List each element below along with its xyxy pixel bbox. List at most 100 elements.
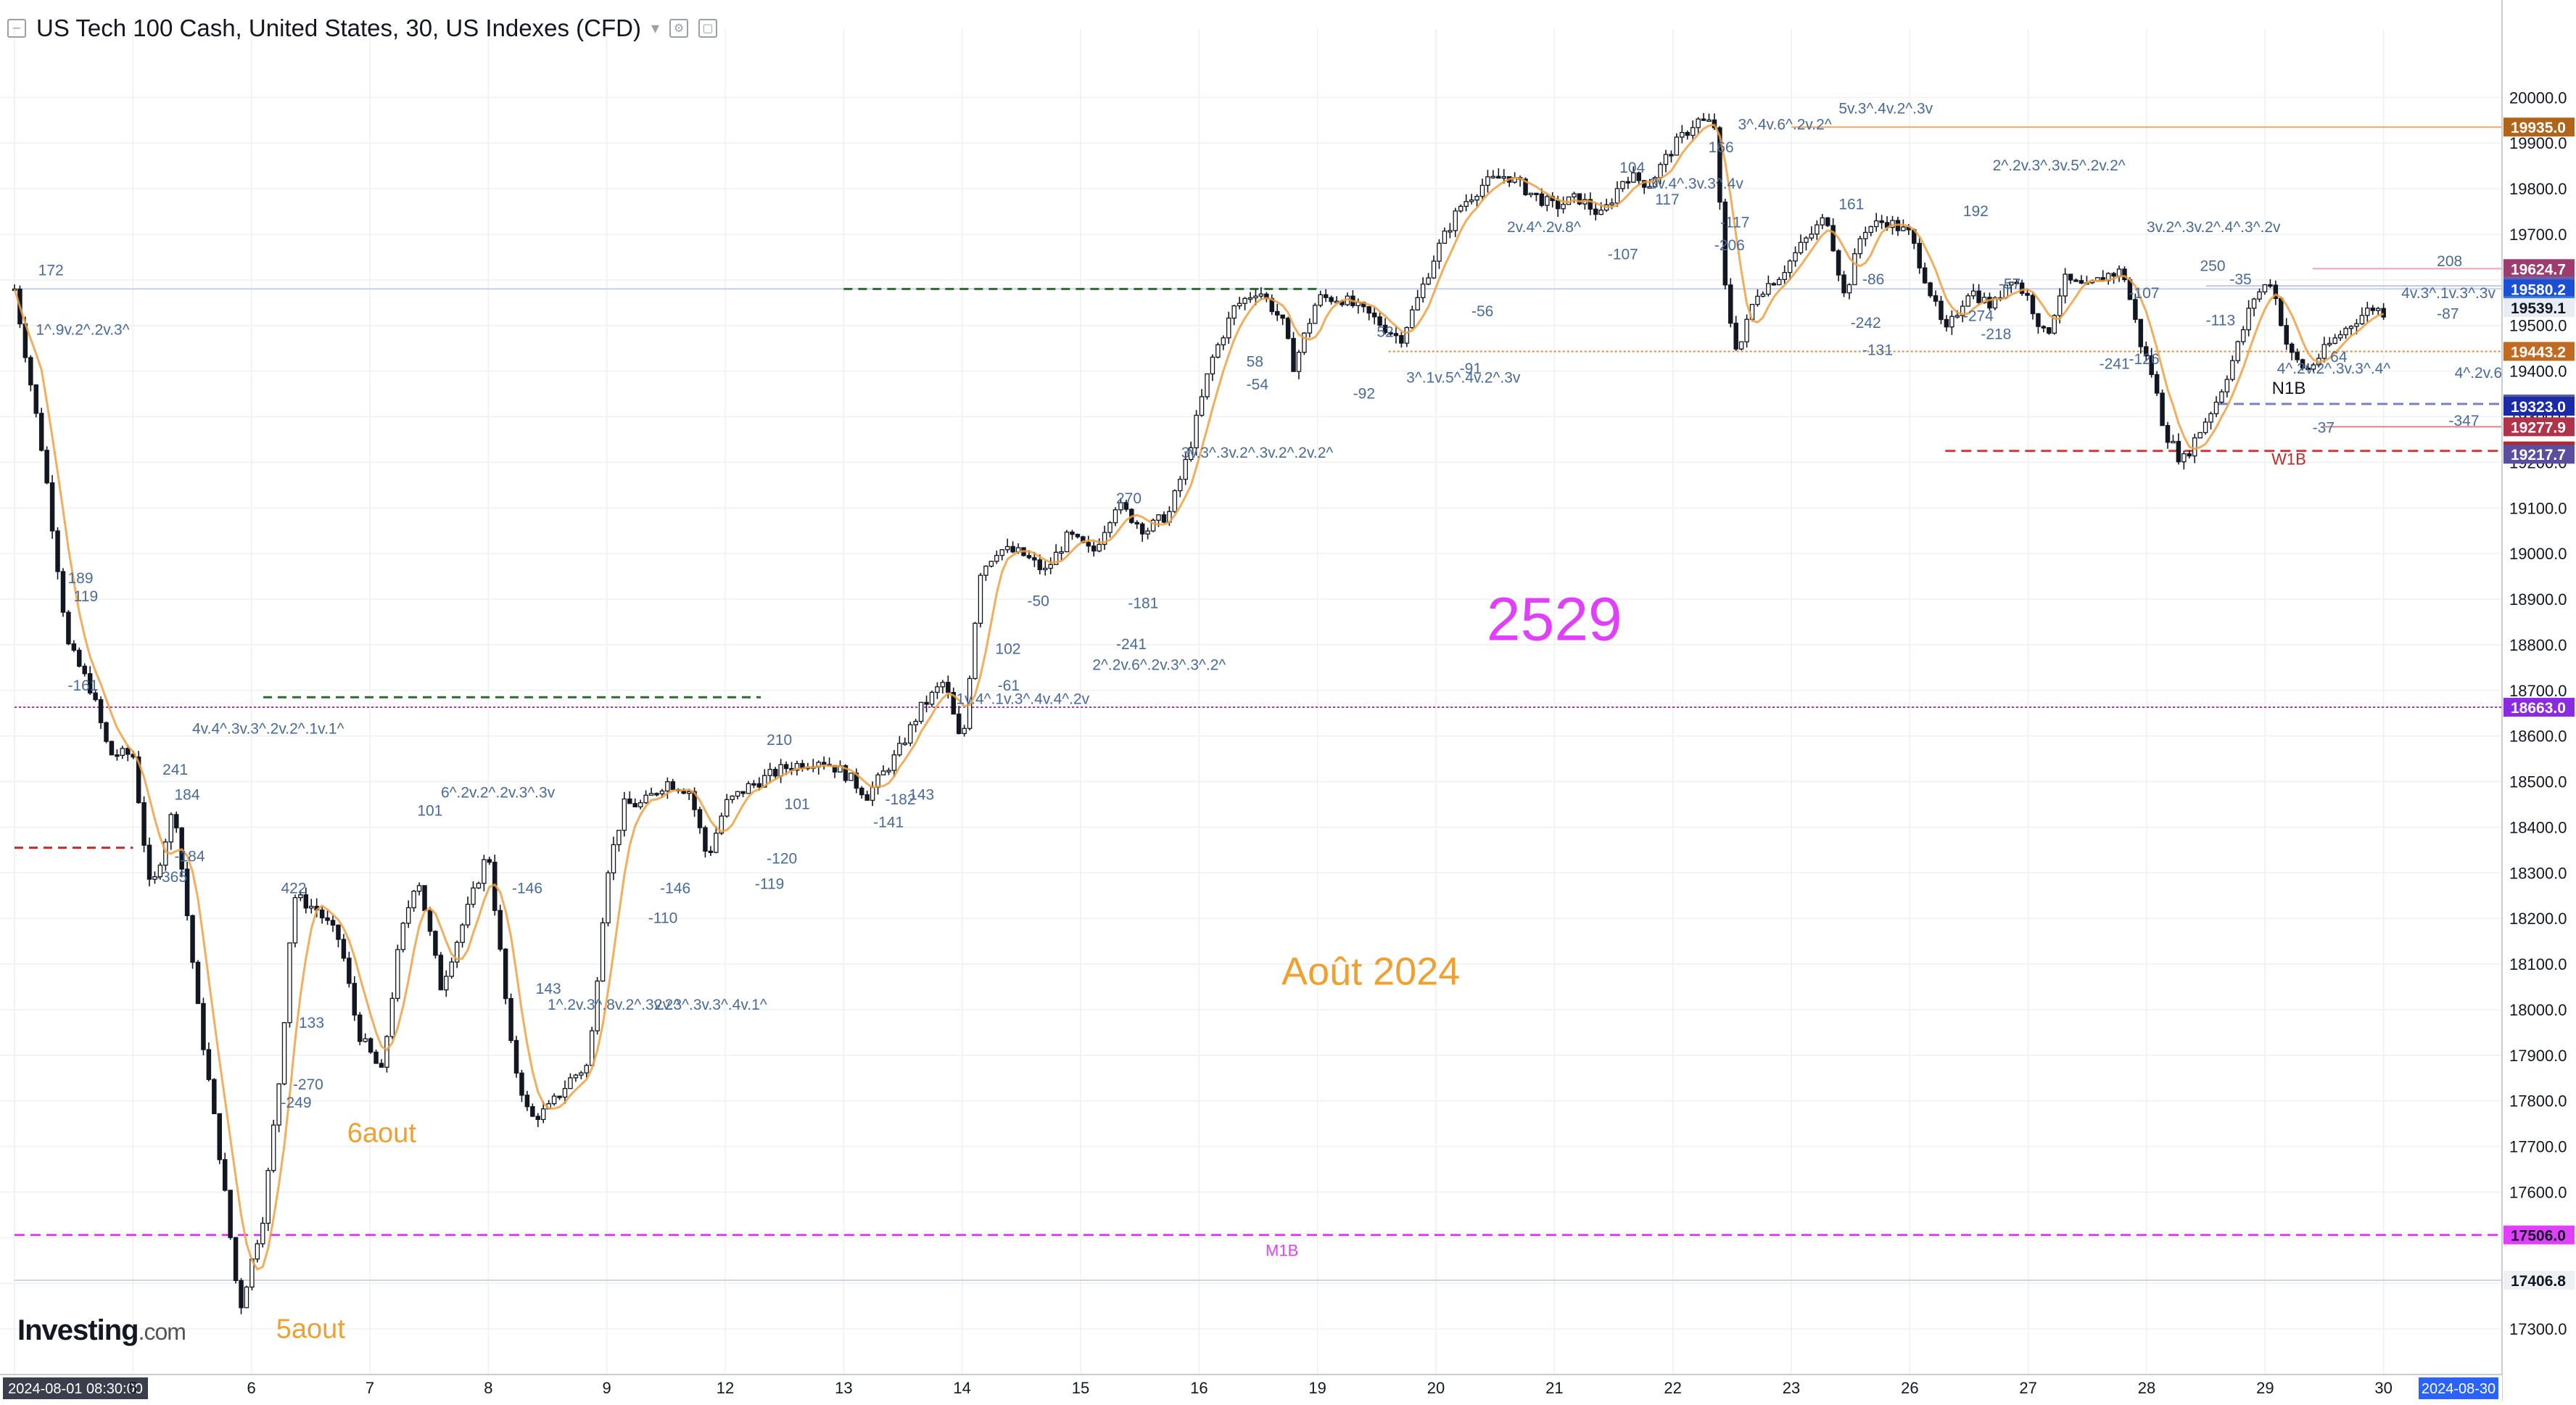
price-label-text: 17406.8 <box>2511 1273 2566 1290</box>
candle <box>973 622 978 680</box>
candle <box>1820 217 1825 226</box>
candle <box>2257 291 2262 300</box>
candle <box>880 770 886 775</box>
candle <box>1949 316 1954 328</box>
wave-label: 143 <box>536 981 561 997</box>
price-label-text: 19624.7 <box>2511 261 2566 278</box>
time-tick-label: 21 <box>1545 1379 1563 1397</box>
candle <box>530 1106 535 1117</box>
candle <box>1442 230 1448 244</box>
candle <box>540 1108 546 1121</box>
candle <box>1302 332 1307 353</box>
price-label-text: 19323.0 <box>2511 399 2566 416</box>
candle <box>157 865 163 878</box>
price-label-text: 18663.0 <box>2511 700 2566 717</box>
candle <box>1970 290 1976 297</box>
candle <box>1793 252 1798 262</box>
candle <box>1609 202 1614 205</box>
candle <box>471 887 476 905</box>
candle <box>978 574 983 624</box>
candle <box>2235 341 2241 361</box>
candle <box>55 530 60 572</box>
candle <box>1274 310 1280 316</box>
candle <box>1091 545 1097 552</box>
chart-header: − US Tech 100 Cash, United States, 30, U… <box>0 0 717 57</box>
candle <box>287 942 292 1023</box>
candle <box>1242 297 1247 304</box>
wave-label: 241 <box>162 762 188 778</box>
candle <box>373 1051 379 1064</box>
candle <box>1685 131 1690 136</box>
candle <box>1863 231 1868 239</box>
candle <box>503 948 508 1000</box>
candle <box>427 910 433 932</box>
time-tick-label: 26 <box>1901 1379 1918 1397</box>
candle <box>2068 273 2073 281</box>
candle <box>1852 253 1857 286</box>
candle <box>1188 447 1194 461</box>
candle <box>482 859 487 884</box>
time-tick-label: 7 <box>366 1379 374 1397</box>
candle <box>1431 260 1437 279</box>
price-label-tag <box>2503 397 2575 416</box>
candle <box>2181 453 2187 463</box>
candle <box>891 754 897 771</box>
candle <box>2284 325 2289 345</box>
wave-label: 117 <box>1655 191 1679 208</box>
candle <box>983 565 988 576</box>
candle <box>632 803 637 807</box>
candle <box>1156 514 1161 521</box>
time-tick-label: 13 <box>835 1379 852 1397</box>
price-axis[interactable]: 17300.017400.017500.017600.017700.017800… <box>2501 0 2576 1401</box>
wave-label: 3v.3^.3v.2^.3v.2^.2v.2^ <box>1181 445 1334 461</box>
wave-label: -241 <box>2100 355 2130 372</box>
chevron-down-icon[interactable]: ▾ <box>651 19 659 38</box>
price-label-text: 17506.0 <box>2511 1228 2566 1245</box>
candle <box>600 922 606 982</box>
candle <box>2111 273 2116 277</box>
candle <box>2321 344 2327 359</box>
candle <box>1145 530 1150 535</box>
wave-label: -37 <box>2313 420 2334 437</box>
wave-label: 52 <box>1376 324 1393 340</box>
wave-label: -242 <box>1851 315 1881 331</box>
candle <box>1528 192 1534 196</box>
candle <box>994 555 999 562</box>
candle <box>1976 290 1981 303</box>
candle <box>146 844 152 880</box>
candle <box>255 1243 260 1260</box>
candle <box>2144 346 2149 357</box>
candle <box>2116 268 2122 277</box>
candle <box>411 891 416 909</box>
candle <box>1139 523 1145 535</box>
candle <box>962 728 967 734</box>
time-axis[interactable]: 2024-08-01 08:30:005 6 7 8 9 12 13 14 15 16 19 20 21… <box>0 1374 2502 1401</box>
wave-label: -120 <box>767 851 797 868</box>
wave-label: -92 <box>1353 385 1375 402</box>
candle <box>1901 226 1906 231</box>
candle <box>2370 308 2376 311</box>
candle <box>1733 322 1738 350</box>
candle <box>2262 284 2268 293</box>
candle <box>708 850 714 854</box>
candle <box>222 1159 228 1191</box>
candle <box>1437 242 1442 262</box>
candle <box>1448 230 1453 233</box>
wave-label: -86 <box>1862 271 1884 288</box>
wave-label: 64 <box>2330 349 2348 366</box>
candle <box>276 1083 281 1126</box>
candle <box>1674 136 1680 156</box>
candle <box>1102 532 1107 545</box>
candle <box>1873 220 1879 228</box>
candle <box>643 794 648 804</box>
snapshot-icon[interactable]: ▢ <box>698 19 717 38</box>
candle <box>104 722 109 742</box>
candle <box>513 1039 519 1074</box>
collapse-box-icon[interactable]: − <box>7 19 26 38</box>
candle <box>1420 284 1426 298</box>
candle <box>2187 453 2192 457</box>
price-label-tag <box>2503 118 2575 137</box>
settings-icon[interactable]: ⚙ <box>669 19 688 38</box>
